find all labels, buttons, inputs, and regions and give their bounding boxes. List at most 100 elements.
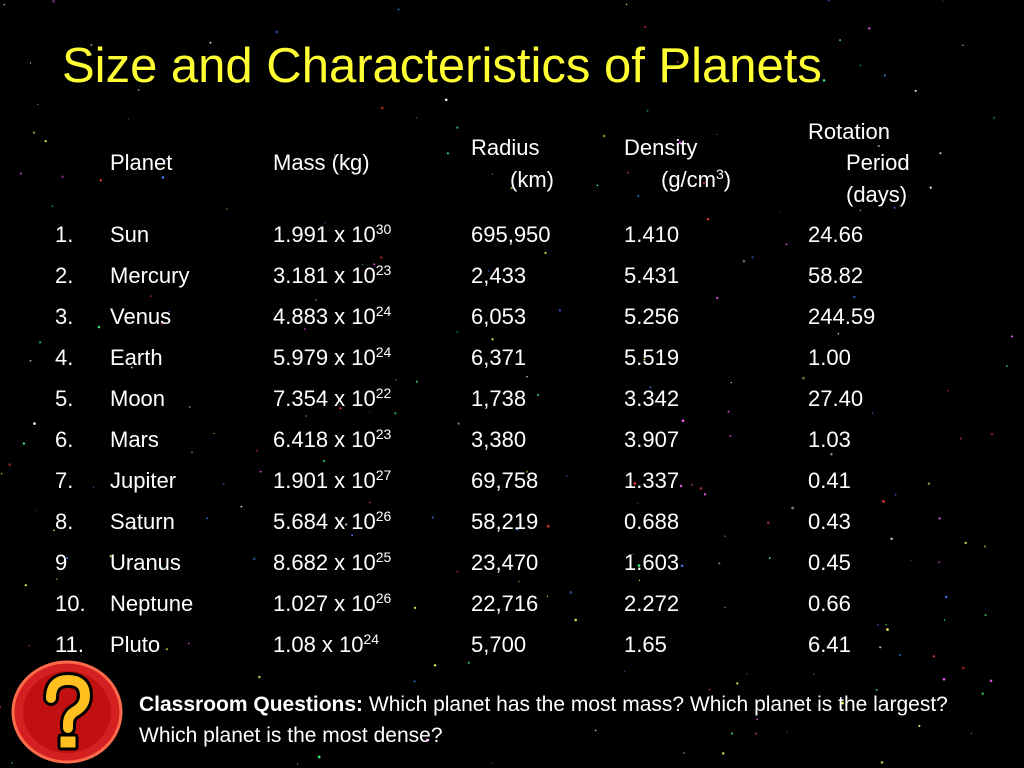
question-icon bbox=[11, 660, 123, 764]
row-number: 7. bbox=[55, 468, 74, 493]
density-unit-text: (g/cm bbox=[661, 167, 716, 192]
rotation-cell: 58.82 bbox=[808, 263, 864, 288]
star bbox=[256, 449, 258, 452]
star bbox=[644, 26, 646, 28]
star bbox=[868, 27, 871, 30]
star bbox=[168, 310, 171, 313]
star bbox=[173, 59, 176, 61]
header-mass: Mass (kg) bbox=[273, 150, 370, 175]
star bbox=[918, 724, 921, 727]
mass-base: 4.883 x 10 bbox=[273, 304, 376, 329]
mass-base: 7.354 x 10 bbox=[273, 386, 376, 411]
star bbox=[297, 763, 299, 765]
star bbox=[544, 251, 547, 255]
star bbox=[718, 562, 721, 565]
planet-name: Moon bbox=[110, 386, 166, 411]
rotation-cell: 0.66 bbox=[808, 591, 851, 616]
rotation-cell: 6.41 bbox=[808, 632, 851, 657]
star bbox=[754, 732, 757, 735]
mass-base: 1.901 x 10 bbox=[273, 468, 376, 493]
star bbox=[361, 263, 364, 266]
star bbox=[680, 564, 684, 568]
star bbox=[637, 502, 639, 504]
mass-exponent: 30 bbox=[375, 221, 392, 237]
star bbox=[802, 376, 805, 380]
star bbox=[160, 322, 164, 325]
star bbox=[756, 718, 758, 721]
star bbox=[626, 171, 630, 174]
star bbox=[1011, 335, 1013, 338]
star bbox=[222, 482, 225, 485]
star bbox=[90, 43, 93, 46]
mass-exponent: 24 bbox=[375, 303, 392, 319]
rotation-cell: 1.03 bbox=[808, 427, 851, 452]
mass-cell: 1.027 x 1026 bbox=[273, 591, 391, 617]
star bbox=[742, 259, 746, 263]
slide-title: Size and Characteristics of Planets bbox=[62, 39, 822, 93]
radius-cell: 23,470 bbox=[471, 550, 539, 575]
row-number: 10. bbox=[55, 591, 86, 616]
star bbox=[872, 412, 874, 414]
star bbox=[778, 210, 781, 213]
star bbox=[646, 109, 649, 112]
star bbox=[491, 173, 494, 175]
star bbox=[1006, 365, 1008, 367]
star bbox=[939, 152, 942, 155]
star bbox=[380, 106, 384, 110]
rotation-cell: 0.45 bbox=[808, 550, 851, 575]
mass-cell: 6.418 x 1023 bbox=[273, 427, 391, 453]
radius-cell: 3,380 bbox=[471, 427, 527, 452]
question-text: Which planet has the most mass? Which pl… bbox=[139, 693, 948, 747]
density-cell: 1.337 bbox=[624, 468, 680, 493]
rotation-cell: 1.00 bbox=[808, 345, 851, 370]
star bbox=[736, 682, 739, 685]
star bbox=[830, 453, 833, 456]
star bbox=[715, 133, 718, 136]
star bbox=[130, 366, 133, 369]
star bbox=[827, 0, 830, 2]
mass-exponent: 24 bbox=[363, 631, 380, 647]
star bbox=[22, 442, 26, 445]
star bbox=[691, 153, 694, 155]
star bbox=[413, 606, 417, 610]
star bbox=[368, 411, 371, 413]
star bbox=[990, 433, 994, 436]
star bbox=[691, 484, 693, 486]
star bbox=[317, 755, 321, 759]
header-radius-unit: (km) bbox=[510, 167, 554, 192]
mass-cell: 5.684 x 1026 bbox=[273, 509, 391, 535]
star bbox=[510, 186, 513, 190]
star bbox=[596, 184, 599, 187]
star bbox=[837, 333, 840, 335]
rotation-cell: 244.59 bbox=[808, 304, 876, 329]
star bbox=[373, 263, 376, 266]
density-unit-exponent: 3 bbox=[716, 166, 724, 182]
radius-cell: 69,758 bbox=[471, 468, 539, 493]
header-rotation-line3: (days) bbox=[846, 182, 908, 207]
mass-base: 6.418 x 10 bbox=[273, 427, 376, 452]
star bbox=[394, 412, 397, 415]
radius-cell: 58,219 bbox=[471, 509, 539, 534]
star bbox=[984, 614, 987, 617]
star bbox=[369, 501, 371, 504]
star bbox=[29, 62, 32, 64]
density-cell: 3.907 bbox=[624, 427, 680, 452]
planet-name: Sun bbox=[110, 222, 150, 247]
mass-cell: 1.08 x 1024 bbox=[273, 632, 379, 658]
star bbox=[566, 475, 568, 477]
star bbox=[721, 752, 725, 755]
star bbox=[444, 98, 448, 102]
star bbox=[547, 524, 550, 528]
row-number: 9 bbox=[55, 550, 68, 575]
planet-name: Saturn bbox=[110, 509, 175, 534]
star bbox=[109, 555, 112, 558]
star bbox=[191, 451, 193, 454]
star bbox=[702, 181, 706, 185]
star bbox=[128, 118, 130, 120]
density-cell: 1.603 bbox=[624, 550, 680, 575]
row-number: 11. bbox=[55, 632, 84, 657]
star bbox=[209, 41, 212, 44]
star bbox=[706, 218, 710, 221]
header-radius: Radius bbox=[471, 135, 540, 160]
